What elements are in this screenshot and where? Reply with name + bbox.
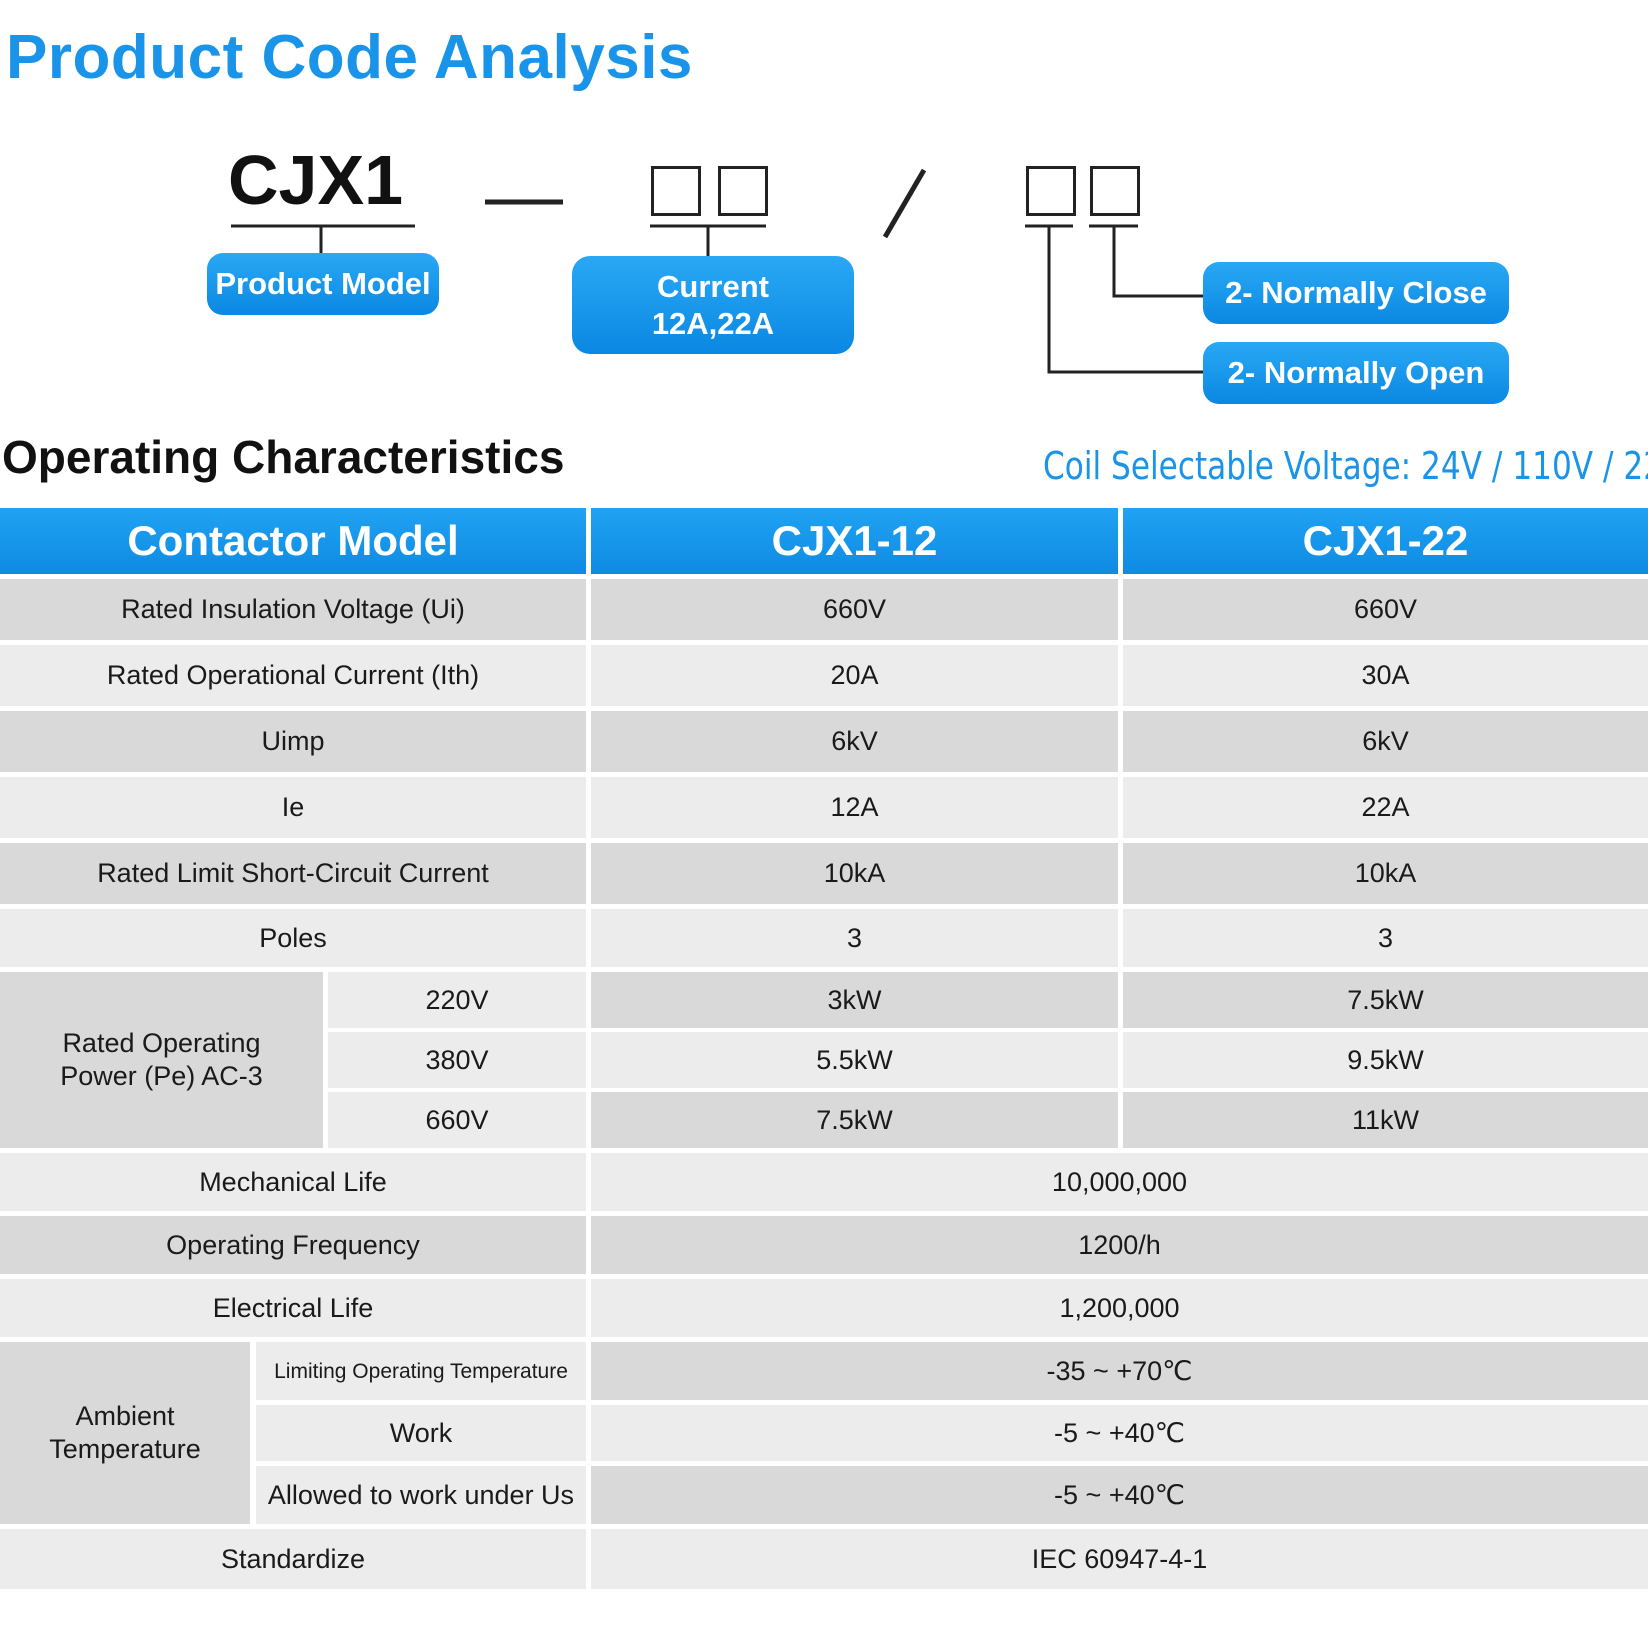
row-value-merged: 1200/h [591,1216,1648,1274]
ambient-row-label: Limiting Operating Temperature [256,1342,586,1400]
row-label: Ie [0,777,586,838]
row-value-cjx1-22: 660V [1123,579,1648,640]
row-value-cjx1-22: 22A [1123,777,1648,838]
current-digit-box-2 [718,166,768,216]
row-value-cjx1-12: 3 [591,909,1118,967]
no-digit-box [1026,166,1076,216]
row-label: Standardize [0,1529,586,1589]
power-label-line2: Power (Pe) AC-3 [60,1061,263,1091]
power-group-label: Rated Operating Power (Pe) AC-3 [0,972,323,1148]
current-label-line2: 12A,22A [651,306,775,341]
page-title: Product Code Analysis [6,23,693,92]
row-value-cjx1-22: 10kA [1123,843,1648,904]
header-cjx1-12: CJX1-12 [591,508,1118,574]
ambient-row-label: Allowed to work under Us [256,1466,586,1524]
row-label: Rated Insulation Voltage (Ui) [0,579,586,640]
header-col2-label: CJX1-22 [1302,517,1469,564]
current-label-line1: Current [657,269,769,304]
code-diagram-lines [231,168,1203,374]
normally-close-label: 2- Normally Close [1225,275,1487,310]
power-value-cjx1-12: 7.5kW [591,1092,1118,1148]
row-value-cjx1-12: 12A [591,777,1118,838]
power-label-line1: Rated Operating [62,1028,261,1058]
row-value-cjx1-22: 6kV [1123,711,1648,772]
row-label: Mechanical Life [0,1153,586,1211]
nc-connector [1112,226,1203,298]
ambient-row-value: -5 ~ +40℃ [591,1405,1648,1461]
no-connector [1047,226,1203,374]
model-code: CJX1 [228,141,404,219]
product-model-label: Product Model [215,266,431,301]
current-digit-box-1 [651,166,701,216]
row-value-cjx1-22: 3 [1123,909,1648,967]
row-label: Poles [0,909,586,967]
row-value-merged: 1,200,000 [591,1279,1648,1337]
power-voltage: 220V [328,972,586,1028]
header-col0-label: Contactor Model [127,517,459,564]
ambient-row-label: Work [256,1405,586,1461]
row-value-merged: 10,000,000 [591,1153,1648,1211]
ambient-row-value: -35 ~ +70℃ [591,1342,1648,1400]
row-label: Rated Operational Current (Ith) [0,645,586,706]
power-voltage: 660V [328,1092,586,1148]
current-badge: Current 12A,22A [572,256,854,354]
power-voltage: 380V [328,1032,586,1088]
ambient-row-value: -5 ~ +40℃ [591,1466,1648,1524]
ambient-group-label: Ambient Temperature [0,1342,250,1524]
ambient-label-line1: Ambient [75,1401,175,1431]
coil-voltage-note: Coil Selectable Voltage: 24V / 110V / 22… [1043,444,1648,488]
row-value-cjx1-12: 6kV [591,711,1118,772]
row-label: Uimp [0,711,586,772]
ambient-label-line2: Temperature [49,1434,201,1464]
header-contactor-model: Contactor Model [0,508,586,574]
row-value-cjx1-12: 20A [591,645,1118,706]
row-label: Electrical Life [0,1279,586,1337]
row-value-cjx1-22: 30A [1123,645,1648,706]
row-label: Operating Frequency [0,1216,586,1274]
row-label: Rated Limit Short-Circuit Current [0,843,586,904]
header-col1-label: CJX1-12 [771,517,938,564]
row-value-cjx1-12: 660V [591,579,1118,640]
power-value-cjx1-12: 3kW [591,972,1118,1028]
row-value-merged: IEC 60947-4-1 [591,1529,1648,1589]
code-slash [882,168,927,239]
power-value-cjx1-22: 7.5kW [1123,972,1648,1028]
normally-close-badge: 2- Normally Close [1203,262,1509,324]
row-value-cjx1-12: 10kA [591,843,1118,904]
power-value-cjx1-22: 9.5kW [1123,1032,1648,1088]
section-title: Operating Characteristics [2,431,565,483]
normally-open-badge: 2- Normally Open [1203,342,1509,404]
nc-digit-box [1090,166,1140,216]
header-cjx1-22: CJX1-22 [1123,508,1648,574]
product-model-badge: Product Model [207,253,439,315]
normally-open-label: 2- Normally Open [1227,355,1485,390]
power-value-cjx1-22: 11kW [1123,1092,1648,1148]
power-value-cjx1-12: 5.5kW [591,1032,1118,1088]
